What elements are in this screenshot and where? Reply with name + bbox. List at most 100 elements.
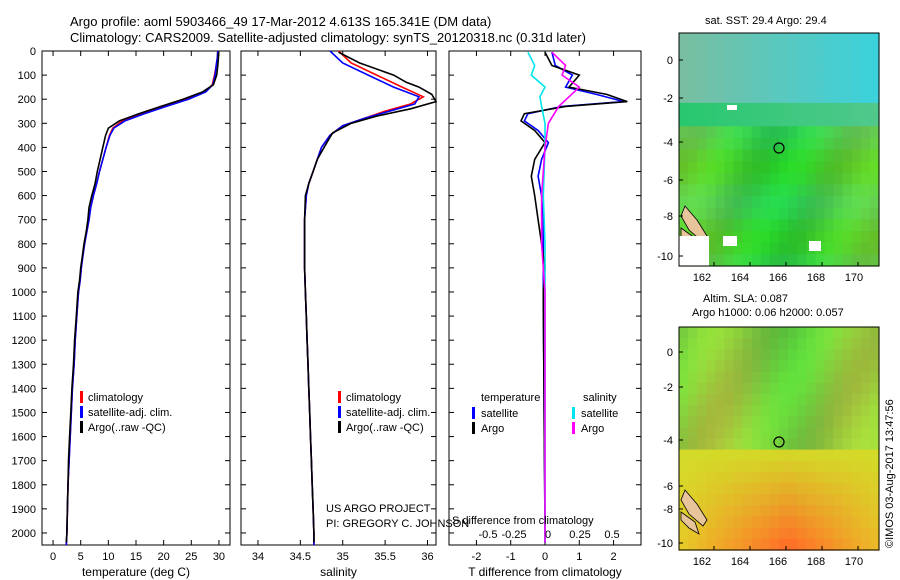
map-cell	[869, 44, 880, 57]
map-cell	[769, 416, 780, 428]
depth-tick-label: 1000	[12, 287, 36, 299]
map-cell	[742, 382, 753, 395]
map-cell	[742, 79, 753, 92]
map-cell	[851, 79, 862, 92]
map-cell	[724, 172, 735, 186]
map-cell	[697, 114, 707, 127]
map-cell	[815, 360, 826, 373]
legend-heading-temperature: temperature	[481, 392, 540, 404]
map-cell	[724, 393, 735, 406]
map-cell	[769, 405, 780, 417]
map-cell	[751, 91, 762, 104]
map-cell	[860, 338, 871, 350]
map-lat-label: -8	[663, 211, 673, 223]
map-cell	[679, 196, 689, 209]
map-cell	[860, 494, 871, 507]
map-cell	[788, 207, 798, 221]
map-cell	[697, 219, 707, 232]
map-cell	[688, 172, 698, 186]
map-cell	[760, 242, 771, 255]
map-cell	[679, 382, 689, 395]
map-cell	[797, 483, 807, 495]
map-cell	[851, 505, 862, 518]
map-cell	[679, 338, 689, 350]
map-cell	[788, 393, 798, 406]
map-cell	[697, 438, 707, 451]
map-cell	[842, 126, 853, 139]
map-cell	[724, 56, 735, 69]
map-cell	[806, 416, 816, 428]
map-cell	[842, 79, 853, 92]
map-lon-label: 168	[807, 556, 825, 568]
map-cell	[706, 102, 716, 116]
map-cell	[751, 472, 762, 484]
map-cell	[833, 79, 844, 92]
map-cell	[869, 360, 880, 373]
map-cell	[697, 33, 707, 46]
map-cell	[679, 460, 689, 473]
map-cell	[779, 449, 789, 462]
map-cell	[706, 126, 716, 139]
map-cell	[842, 219, 853, 232]
map-cell	[751, 438, 762, 451]
map-cell	[842, 427, 853, 440]
map-cell	[706, 516, 716, 529]
map-cell	[697, 449, 707, 462]
map-cell	[833, 527, 844, 540]
map-cell	[833, 207, 844, 221]
map-cell	[824, 79, 835, 92]
map-cell	[842, 360, 853, 373]
map-cell	[688, 460, 698, 473]
map-cell	[742, 254, 753, 267]
map-cell	[742, 172, 753, 186]
map-cell	[733, 114, 744, 127]
map-cell	[769, 472, 780, 484]
map-cell	[842, 460, 853, 473]
map-cell	[769, 126, 780, 139]
map-cell	[706, 172, 716, 186]
map-cell	[824, 438, 835, 451]
map-cell	[742, 416, 753, 428]
map-cell	[860, 79, 871, 92]
map-cell	[697, 327, 707, 339]
map-cell	[688, 126, 698, 139]
map-cell	[697, 91, 707, 104]
map-cell	[697, 56, 707, 69]
map-cell	[679, 483, 689, 495]
map-cell	[797, 494, 807, 507]
map-cell	[760, 91, 771, 104]
map-cell	[769, 538, 780, 551]
map-cell	[851, 360, 862, 373]
map-cell	[851, 149, 862, 162]
map-cell	[715, 494, 726, 507]
map-cell	[688, 371, 698, 384]
map-cell	[860, 505, 871, 518]
map-cell	[824, 405, 835, 417]
map-cell	[833, 538, 844, 551]
map-cell	[842, 327, 853, 339]
map-cell	[733, 438, 744, 451]
map-cell	[797, 516, 807, 529]
map-cell	[851, 527, 862, 540]
map-cell	[688, 149, 698, 162]
map-cell	[751, 126, 762, 139]
map-cell	[779, 231, 789, 244]
legend-swatch	[80, 421, 83, 433]
map-cell	[706, 438, 716, 451]
map-cell	[824, 360, 835, 373]
map-cell	[869, 231, 880, 244]
map-cell	[715, 33, 726, 46]
map-cell	[715, 472, 726, 484]
map-lat-label: -2	[663, 382, 673, 394]
map-cell	[824, 207, 835, 221]
map-cell	[715, 242, 726, 255]
map-cell	[824, 102, 835, 116]
x-tick-label: 34	[252, 551, 264, 563]
map-cell	[797, 527, 807, 540]
map-missing-data	[679, 236, 709, 266]
map-cell	[860, 126, 871, 139]
map-cell	[697, 483, 707, 495]
map-cell	[806, 538, 816, 551]
map-cell	[706, 416, 716, 428]
map-cell	[806, 254, 816, 267]
